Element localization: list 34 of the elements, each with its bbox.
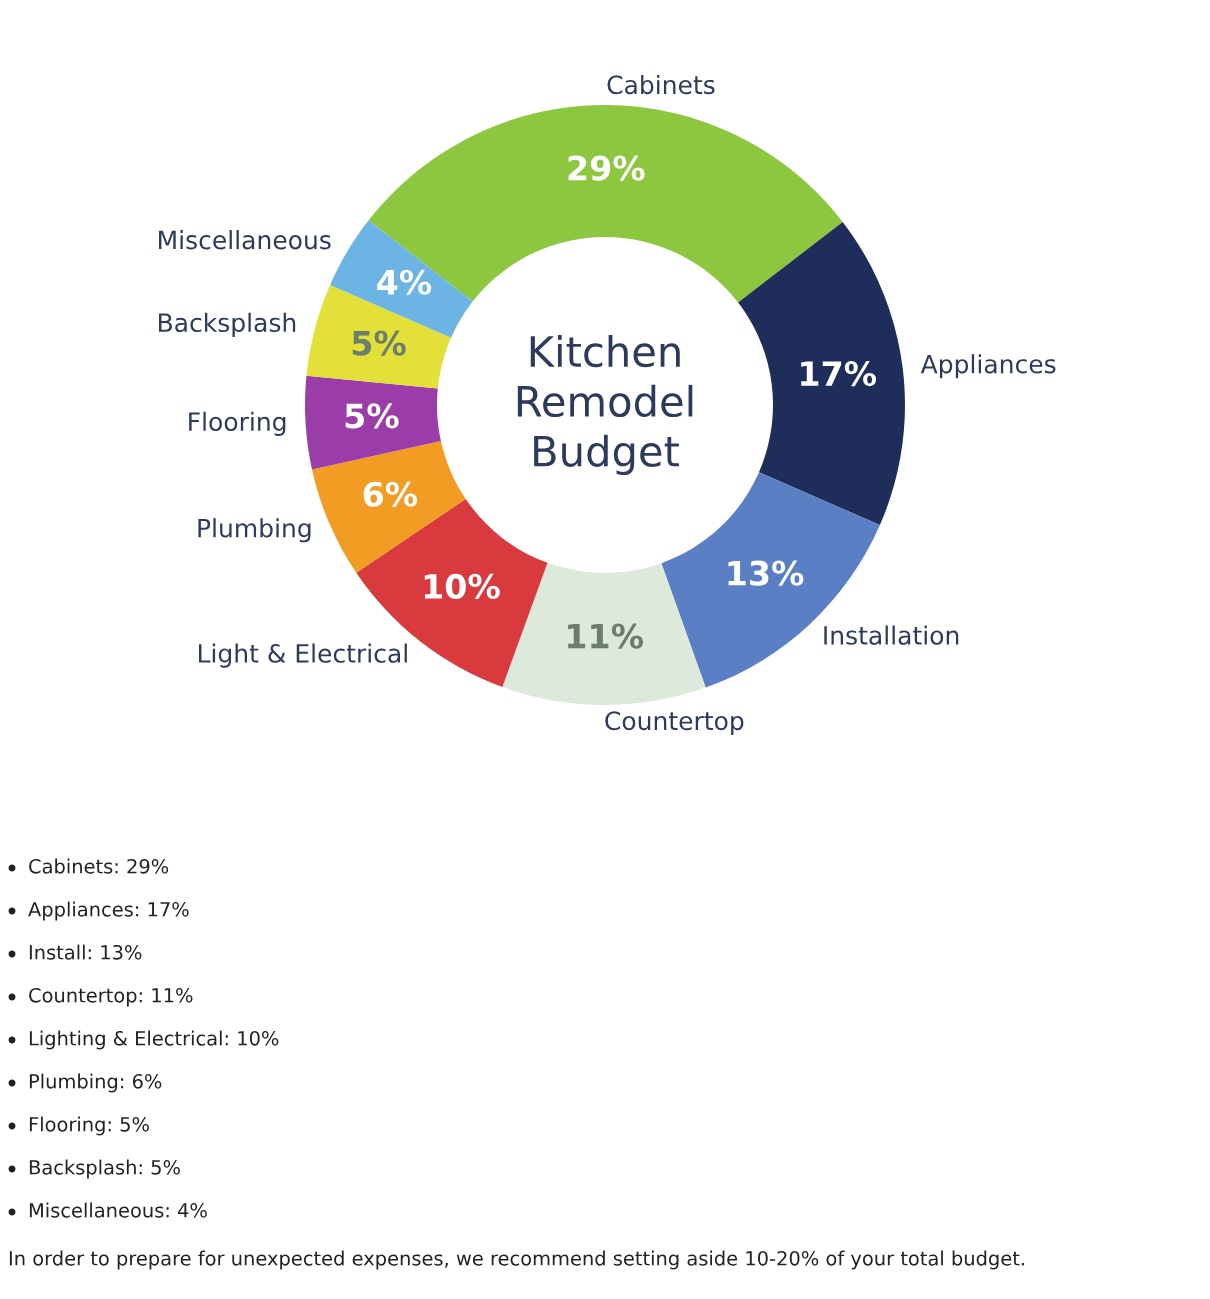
slice-label: Light & Electrical <box>198 643 407 668</box>
slice-label: Appliances <box>920 354 1056 379</box>
text: Plumbing: 6% <box>29 1073 162 1093</box>
text: Kitchen Remodel Budget <box>517 335 693 475</box>
text: In order to prepare for unexpected expenses, we recommend setting aside 10-20% of your total budget. <box>9 1250 1024 1270</box>
slice-label: Countertop <box>605 711 744 736</box>
text: Cabinets: 29% <box>29 858 169 874</box>
text: Flooring: 5% <box>29 1116 149 1136</box>
data-label: 6% <box>363 481 418 507</box>
data-label: 17% <box>801 360 877 387</box>
slice-label: Backsplash <box>159 312 296 337</box>
slice-label: Cabinets <box>607 74 715 95</box>
data-label: 10% <box>424 573 500 600</box>
slice-label: Installation <box>824 625 959 645</box>
data-label: 29% <box>568 155 645 181</box>
data-label: 4% <box>377 269 432 295</box>
text: Appliances: 17% <box>28 901 189 921</box>
data-label: 13% <box>728 560 804 586</box>
donut-slice <box>312 441 466 573</box>
slice-label: Miscellaneous <box>159 230 331 250</box>
donut-slice <box>738 221 905 526</box>
data-label: 5% <box>345 403 399 429</box>
data-label: 11% <box>568 623 644 649</box>
donut-slice <box>305 375 441 470</box>
text: Miscellaneous: 4% <box>29 1202 207 1218</box>
text: Lighting & Electrical: 10% <box>29 1030 279 1050</box>
slice-label: Plumbing <box>198 518 311 543</box>
text: Install: 13% <box>29 944 142 960</box>
slice-label: Flooring <box>189 411 286 436</box>
text: Countertop: 11% <box>29 987 193 1007</box>
text: Backsplash: 5% <box>29 1159 180 1179</box>
data-label: 5% <box>352 330 406 356</box>
donut-slice <box>368 105 843 303</box>
donut-slice <box>502 562 706 705</box>
